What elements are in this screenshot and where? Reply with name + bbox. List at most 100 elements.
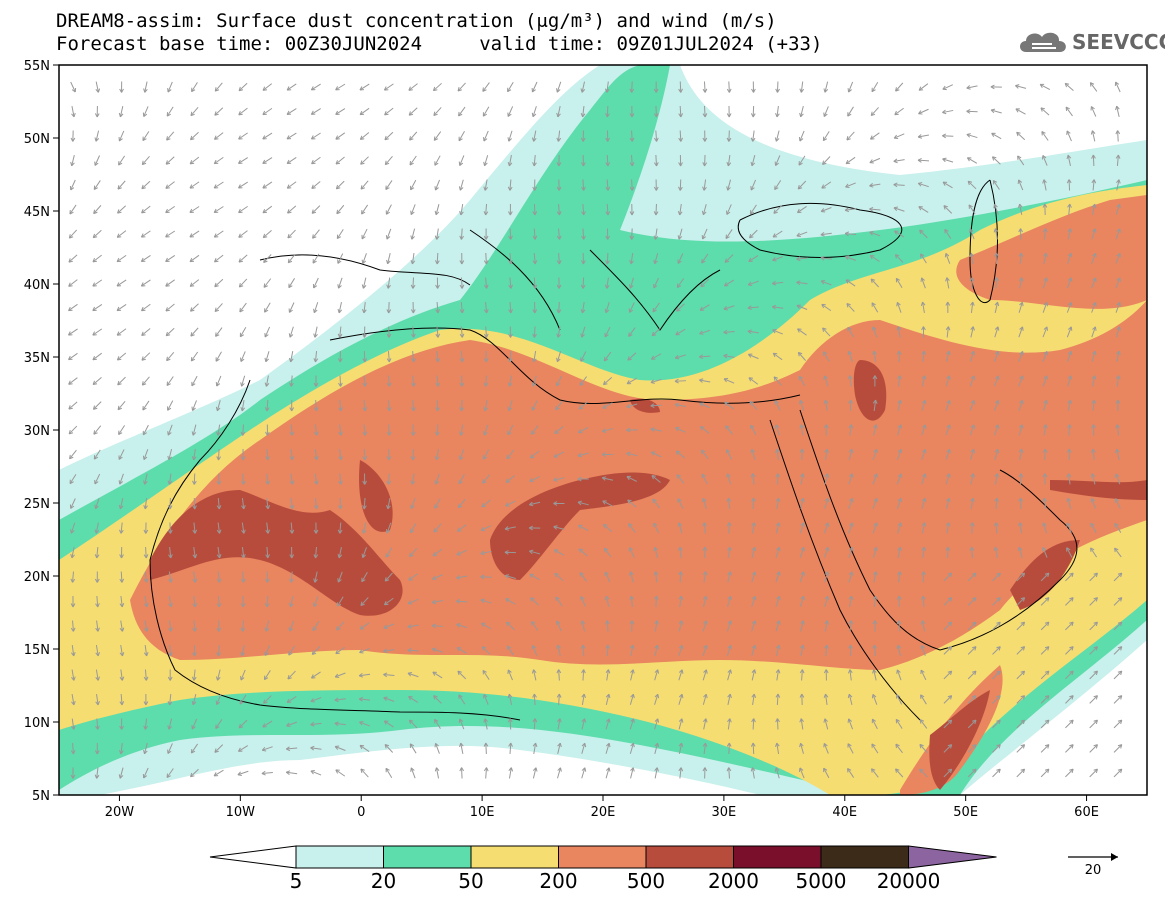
- wind-arrow: [410, 204, 416, 215]
- wind-arrow: [264, 326, 271, 338]
- wind-arrow-head: [359, 625, 365, 630]
- wind-arrow: [239, 302, 247, 313]
- wind-arrow-head: [311, 209, 317, 214]
- wind-arrow: [215, 327, 223, 337]
- wind-arrow: [995, 473, 998, 485]
- wind-arrow-head: [71, 87, 77, 93]
- wind-arrow: [558, 228, 560, 240]
- wind-arrow-head: [532, 357, 537, 363]
- wind-arrow: [627, 352, 637, 361]
- wind-arrow-head: [578, 405, 584, 410]
- wind-arrow: [654, 253, 659, 264]
- wind-arrow-head: [312, 283, 318, 289]
- wind-arrow: [530, 425, 539, 435]
- wind-arrow: [312, 621, 320, 631]
- wind-arrow-head: [800, 595, 805, 601]
- wind-arrow: [458, 106, 466, 117]
- wind-arrow-head: [262, 159, 267, 164]
- wind-arrow-head: [190, 332, 195, 337]
- wind-arrow-head: [844, 231, 850, 237]
- wind-arrow-head: [338, 431, 343, 436]
- wind-arrow: [264, 645, 270, 656]
- wind-arrow-head: [580, 596, 585, 601]
- wind-arrow-head: [751, 718, 756, 723]
- wind-arrow: [1113, 768, 1123, 778]
- wind-arrow: [942, 135, 954, 137]
- wind-arrow-head: [1042, 448, 1048, 453]
- wind-arrow-head: [1043, 252, 1048, 258]
- wind-arrow: [1065, 106, 1073, 117]
- wind-arrow-head: [531, 87, 536, 93]
- wind-arrow-head: [386, 456, 392, 461]
- wind-arrow: [407, 672, 419, 678]
- wind-arrow-head: [433, 695, 438, 700]
- wind-arrow: [359, 107, 370, 116]
- wind-arrow-head: [480, 574, 485, 580]
- wind-arrow-head: [335, 110, 340, 115]
- wind-arrow-head: [1042, 522, 1047, 527]
- wind-arrow-head: [849, 522, 854, 527]
- wind-arrow: [897, 522, 902, 534]
- wind-arrow: [165, 327, 175, 337]
- wind-arrow-head: [823, 112, 828, 117]
- wind-arrow: [825, 399, 828, 412]
- wind-arrow-head: [213, 208, 219, 213]
- wind-arrow-head: [506, 645, 512, 650]
- wind-arrow: [118, 130, 125, 142]
- wind-arrow: [166, 768, 174, 778]
- wind-arrow: [1066, 302, 1072, 313]
- wind-arrow-head: [310, 86, 316, 91]
- wind-arrow: [751, 155, 756, 166]
- wind-arrow-head: [653, 211, 659, 216]
- wind-arrow: [699, 355, 711, 358]
- wind-arrow-head: [116, 356, 122, 361]
- wind-arrow-head: [1042, 203, 1048, 208]
- wind-arrow-head: [726, 162, 732, 167]
- wind-arrow-head: [579, 572, 584, 577]
- wind-arrow-head: [678, 595, 684, 600]
- wind-arrow-head: [797, 351, 803, 357]
- wind-arrow-head: [581, 186, 586, 191]
- wind-arrow: [752, 718, 755, 730]
- wind-arrow-head: [577, 452, 582, 458]
- wind-arrow: [992, 670, 1001, 680]
- wind-arrow: [215, 719, 223, 729]
- wind-arrow: [507, 82, 514, 92]
- chart-title: DREAM8-assim: Surface dust concentration…: [56, 10, 777, 32]
- wind-arrow-head: [483, 284, 489, 289]
- wind-arrow: [1089, 621, 1098, 631]
- wind-arrow-head: [897, 375, 902, 380]
- wind-arrow: [1115, 302, 1121, 313]
- wind-arrow-head: [678, 571, 683, 576]
- wind-arrow-head: [702, 571, 708, 576]
- wind-arrow-head: [630, 767, 635, 772]
- dust-band-500-center: [490, 472, 670, 580]
- wind-arrow-head: [1041, 547, 1047, 552]
- wind-arrow: [384, 131, 394, 141]
- wind-arrow: [412, 399, 415, 412]
- wind-arrow: [386, 228, 392, 240]
- wind-arrow: [144, 718, 148, 730]
- wind-arrow: [262, 83, 273, 91]
- wind-arrow-head: [701, 497, 707, 503]
- wind-arrow: [582, 228, 585, 240]
- wind-arrow-head: [1115, 105, 1120, 111]
- wind-arrow-head: [116, 233, 122, 238]
- wind-arrow-head: [1090, 473, 1096, 478]
- wind-arrow-head: [140, 257, 146, 263]
- wind-arrow: [849, 375, 852, 387]
- wind-arrow: [1065, 670, 1074, 680]
- wind-arrow-head: [994, 326, 1000, 331]
- wind-arrow-head: [1069, 744, 1074, 749]
- wind-arrow: [820, 280, 832, 286]
- wind-arrow-head: [483, 235, 489, 240]
- wind-arrow: [581, 718, 586, 730]
- wind-arrow: [310, 722, 322, 726]
- wind-arrow: [1114, 547, 1122, 558]
- wind-arrow-head: [774, 767, 780, 772]
- wind-arrow-head: [1044, 597, 1050, 602]
- wind-arrow: [191, 375, 198, 387]
- lat-tick-label: 15N: [24, 643, 50, 658]
- wind-arrow-head: [1043, 399, 1048, 405]
- wind-arrow-head: [556, 333, 561, 338]
